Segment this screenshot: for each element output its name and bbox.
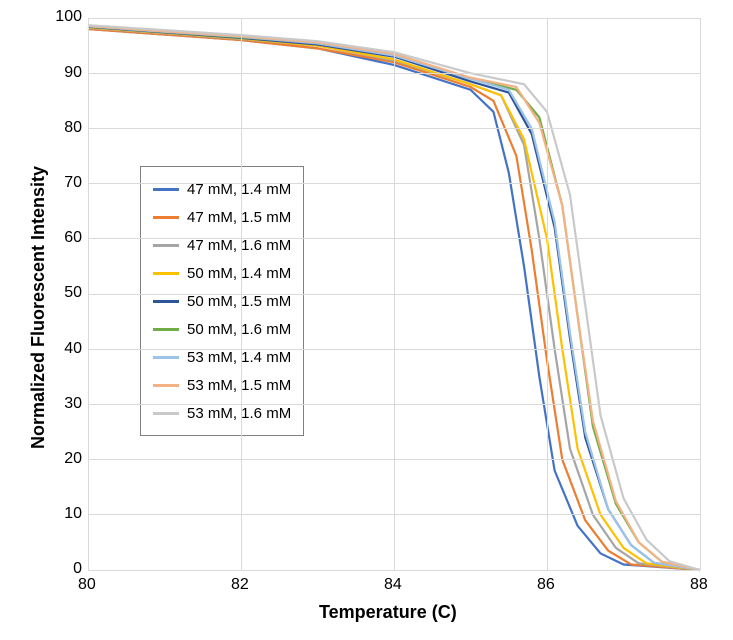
legend-label: 47 mM, 1.5 mM	[187, 209, 291, 226]
legend-label: 50 mM, 1.6 mM	[187, 321, 291, 338]
legend-swatch	[153, 300, 179, 303]
y-tick-label: 70	[64, 174, 82, 192]
legend-swatch	[153, 412, 179, 415]
gridline-v	[394, 18, 395, 570]
y-axis-label: Normalized Fluorescent Intensity	[28, 165, 49, 448]
y-tick-label: 10	[64, 505, 82, 523]
legend-swatch	[153, 384, 179, 387]
x-tick-label: 84	[384, 576, 402, 594]
melting-curve-chart: Normalized Fluorescent Intensity Tempera…	[0, 0, 733, 640]
legend-swatch	[153, 244, 179, 247]
x-axis-label: Temperature (C)	[319, 602, 457, 623]
legend-label: 53 mM, 1.6 mM	[187, 405, 291, 422]
legend-label: 53 mM, 1.5 mM	[187, 377, 291, 394]
x-tick-label: 82	[231, 576, 249, 594]
curve-layer	[0, 0, 733, 640]
legend-label: 50 mM, 1.4 mM	[187, 265, 291, 282]
gridline-v	[241, 18, 242, 570]
legend-item: 50 mM, 1.5 mM	[153, 287, 291, 315]
x-tick-label: 86	[537, 576, 555, 594]
y-tick-label: 60	[64, 229, 82, 247]
y-tick-label: 80	[64, 119, 82, 137]
gridline-v	[547, 18, 548, 570]
legend-swatch	[153, 216, 179, 219]
y-tick-label: 40	[64, 340, 82, 358]
gridline-v	[88, 18, 89, 570]
y-tick-label: 30	[64, 395, 82, 413]
legend-item: 47 mM, 1.4 mM	[153, 175, 291, 203]
legend-item: 47 mM, 1.6 mM	[153, 231, 291, 259]
legend-item: 53 mM, 1.4 mM	[153, 343, 291, 371]
y-tick-label: 20	[64, 450, 82, 468]
legend-swatch	[153, 328, 179, 331]
legend-item: 47 mM, 1.5 mM	[153, 203, 291, 231]
legend-swatch	[153, 272, 179, 275]
legend-item: 50 mM, 1.4 mM	[153, 259, 291, 287]
x-tick-label: 80	[78, 576, 96, 594]
legend-swatch	[153, 188, 179, 191]
y-tick-label: 50	[64, 284, 82, 302]
x-tick-label: 88	[690, 576, 708, 594]
legend-item: 50 mM, 1.6 mM	[153, 315, 291, 343]
legend-label: 50 mM, 1.5 mM	[187, 293, 291, 310]
y-tick-label: 90	[64, 64, 82, 82]
legend: 47 mM, 1.4 mM 47 mM, 1.5 mM 47 mM, 1.6 mM 5…	[140, 166, 304, 436]
gridline-v	[700, 18, 701, 570]
legend-swatch	[153, 356, 179, 359]
legend-item: 53 mM, 1.5 mM	[153, 371, 291, 399]
legend-label: 53 mM, 1.4 mM	[187, 349, 291, 366]
y-tick-label: 100	[55, 8, 82, 26]
